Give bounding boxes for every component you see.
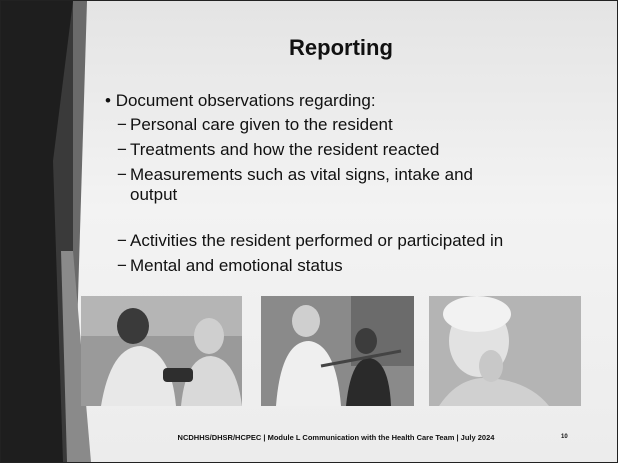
photo — [261, 296, 414, 406]
sub-bullet-text: Measurements such as vital signs, intake… — [130, 165, 517, 205]
slide: Reporting • Document observations regard… — [0, 0, 618, 463]
sub-bullet: −Mental and emotional status — [117, 256, 343, 276]
sub-bullet-text: Activities the resident performed or par… — [130, 231, 503, 251]
sub-bullet-text: Personal care given to the resident — [130, 115, 393, 135]
sub-bullet: −Activities the resident performed or pa… — [117, 231, 503, 251]
sub-bullet-text: Mental and emotional status — [130, 256, 343, 276]
footer: NCDHHS/DHSR/HCPEC | Module L Communicati… — [101, 433, 571, 442]
page: Reporting • Document observations regard… — [0, 0, 618, 463]
bullet-text: Document observations regarding: — [116, 91, 376, 110]
page-number: 10 — [561, 434, 568, 440]
sub-bullet: −Treatments and how the resident reacted — [117, 140, 439, 160]
sub-bullet-text: Treatments and how the resident reacted — [130, 140, 439, 160]
bullet: • Document observations regarding: — [105, 91, 376, 111]
photo — [81, 296, 242, 406]
sub-bullet: −Measurements such as vital signs, intak… — [117, 165, 517, 205]
sub-bullet: −Personal care given to the resident — [117, 115, 393, 135]
slide-title: Reporting — [91, 35, 591, 61]
photo — [429, 296, 581, 406]
